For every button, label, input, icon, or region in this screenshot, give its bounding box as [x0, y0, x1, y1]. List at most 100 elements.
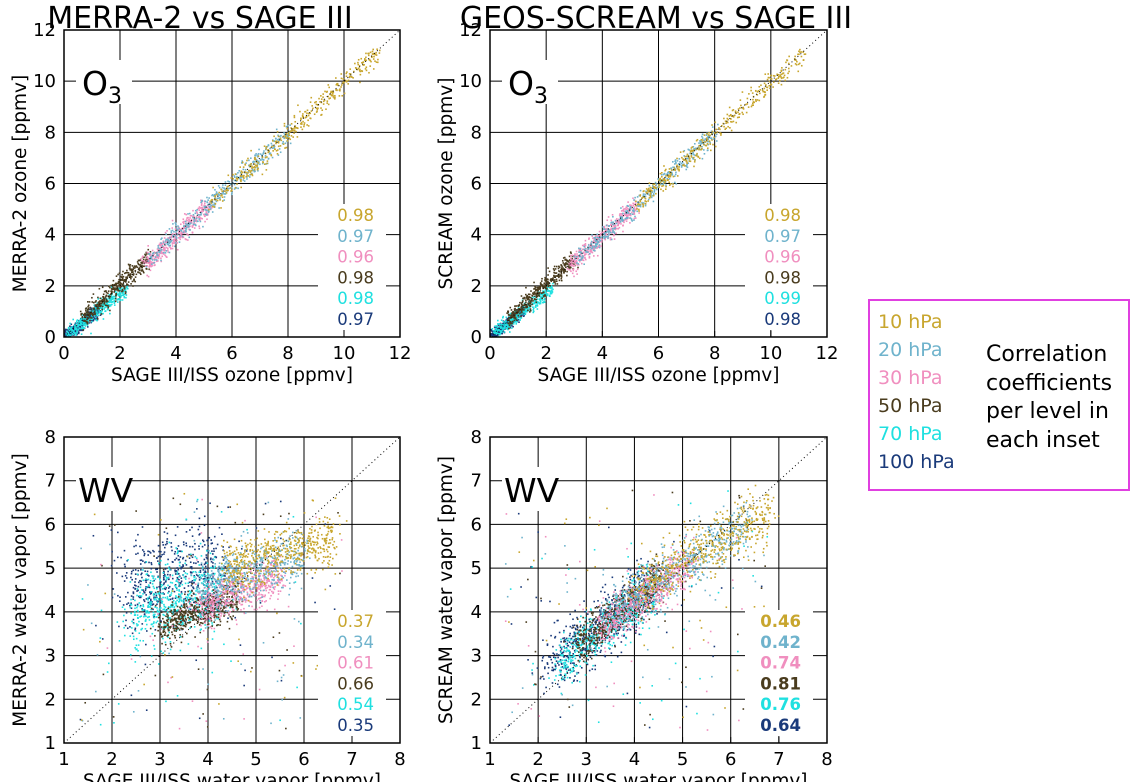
scatter-point — [644, 202, 647, 205]
scatter-point — [87, 308, 90, 311]
scatter-point — [113, 559, 116, 562]
scatter-point — [253, 165, 256, 168]
scatter-point — [568, 255, 571, 258]
scatter-point — [87, 301, 89, 303]
scatter-point — [515, 319, 518, 321]
scatter-point — [688, 160, 691, 163]
scatter-point — [766, 86, 769, 89]
scatter-point — [596, 233, 599, 236]
scatter-point — [191, 226, 194, 229]
scatter-point — [184, 621, 187, 623]
scatter-point — [676, 167, 679, 169]
scatter-point — [167, 243, 169, 245]
scatter-point — [277, 140, 280, 143]
scatter-point — [596, 243, 598, 246]
scatter-point — [224, 184, 227, 187]
scatter-point — [198, 218, 201, 220]
scatter-point — [207, 209, 209, 211]
scatter-point — [82, 314, 85, 316]
scatter-point — [142, 262, 145, 264]
scatter-point — [668, 178, 671, 180]
scatter-point — [179, 234, 181, 237]
scatter-point — [750, 89, 752, 92]
scatter-point — [196, 208, 198, 211]
scatter-point — [493, 334, 496, 336]
scatter-point — [690, 155, 693, 157]
scatter-point — [143, 550, 145, 553]
scatter-point — [358, 70, 361, 72]
scatter-point — [199, 219, 201, 221]
scatter-point — [103, 299, 105, 301]
scatter-point — [564, 270, 566, 273]
scatter-point — [207, 199, 209, 201]
scatter-point — [647, 193, 649, 195]
scatter-point — [707, 140, 709, 143]
scatter-point — [513, 313, 516, 316]
scatter-point — [305, 115, 308, 118]
scatter-point — [641, 197, 643, 199]
scatter-point — [141, 526, 144, 528]
scatter-point — [171, 227, 174, 229]
scatter-point — [230, 177, 233, 179]
scatter-point — [746, 97, 749, 100]
scatter-point — [270, 146, 273, 148]
scatter-point — [357, 67, 360, 70]
scatter-point — [113, 288, 116, 291]
scatter-point — [508, 324, 511, 327]
scatter-point — [520, 306, 522, 309]
scatter-point — [252, 160, 255, 163]
scatter-point — [90, 318, 93, 321]
scatter-point — [797, 53, 799, 56]
scatter-point — [205, 554, 208, 556]
scatter-point — [194, 542, 196, 545]
scatter-point — [667, 179, 670, 181]
scatter-point — [602, 235, 604, 238]
scatter-point — [519, 301, 521, 304]
scatter-point — [375, 54, 378, 56]
scatter-point — [788, 70, 790, 73]
scatter-point — [719, 132, 721, 134]
scatter-point — [710, 132, 713, 135]
scatter-point — [691, 146, 694, 148]
scatter-point — [536, 305, 539, 307]
scatter-point — [706, 132, 708, 135]
scatter-point — [164, 243, 166, 245]
scatter-point — [120, 288, 122, 291]
scatter-point — [101, 301, 104, 304]
scatter-point — [257, 167, 259, 170]
scatter-point — [515, 323, 518, 325]
scatter-point — [229, 187, 232, 189]
scatter-point — [525, 305, 527, 307]
scatter-point — [80, 319, 82, 321]
scatter-point — [177, 232, 180, 235]
scatter-point — [520, 310, 523, 313]
scatter-point — [210, 557, 212, 560]
scatter-point — [567, 265, 570, 268]
scatter-point — [304, 116, 307, 119]
scatter-point — [232, 581, 234, 584]
scatter-point — [168, 590, 170, 593]
scatter-point — [796, 60, 798, 63]
scatter-point — [137, 259, 140, 262]
scatter-point — [632, 213, 635, 215]
scatter-point — [115, 283, 118, 285]
scatter-point — [156, 600, 158, 603]
scatter-point — [374, 53, 376, 56]
scatter-point — [644, 193, 646, 196]
scatter-point — [67, 331, 70, 334]
scatter-point — [652, 194, 655, 197]
scatter-point — [516, 312, 519, 315]
y-tick-label: 0 — [45, 327, 56, 348]
scatter-point — [552, 279, 554, 281]
scatter-point — [707, 137, 710, 140]
scatter-point — [587, 253, 590, 256]
scatter-point — [524, 311, 527, 313]
scatter-point — [339, 88, 341, 90]
scatter-point — [280, 139, 283, 142]
scatter-point — [146, 630, 148, 632]
scatter-point — [123, 293, 126, 296]
scatter-point — [759, 89, 762, 91]
scatter-point — [340, 77, 343, 80]
scatter-point — [585, 253, 587, 255]
scatter-point — [568, 261, 570, 264]
